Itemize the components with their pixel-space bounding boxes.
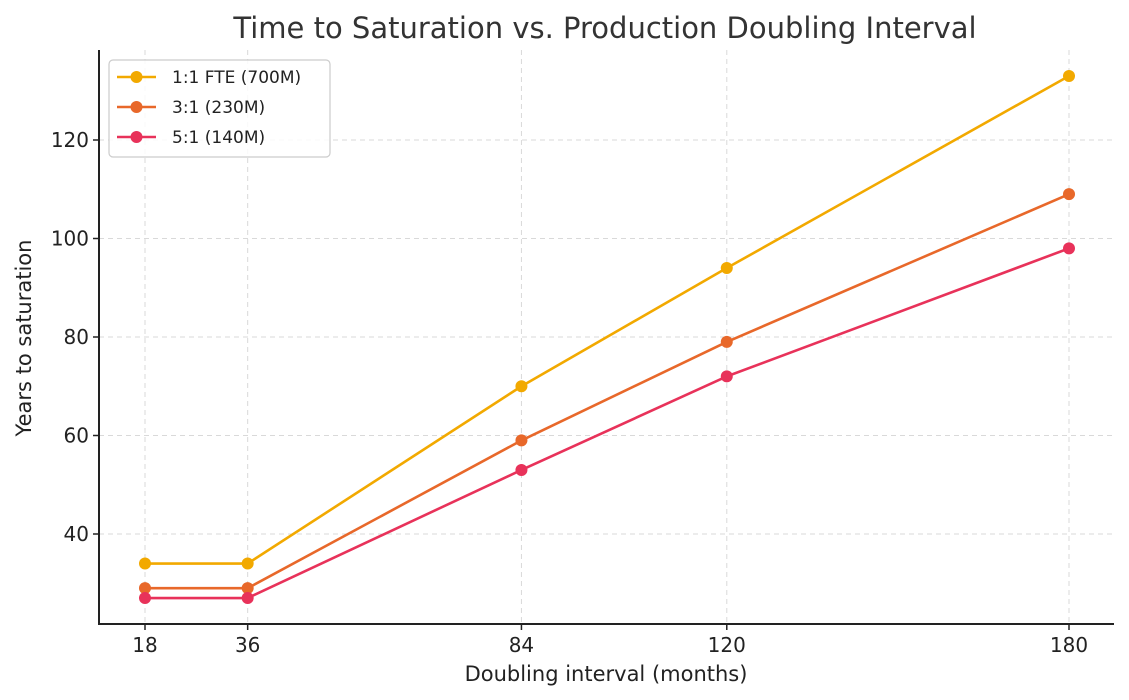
data-point [241, 592, 254, 605]
y-tick-label: 120 [51, 128, 89, 152]
x-tick-label: 36 [235, 633, 260, 657]
data-point [515, 463, 528, 476]
data-point [720, 335, 733, 348]
legend-item: 5:1 (140M) [117, 128, 265, 148]
data-point [720, 262, 733, 275]
y-tick-label: 40 [64, 522, 89, 546]
data-point [515, 434, 528, 447]
data-point [139, 592, 151, 605]
data-point [1063, 188, 1075, 201]
y-axis-title: Years to saturation [12, 240, 36, 438]
series-line [145, 192, 1070, 590]
data-point [241, 582, 254, 595]
legend-frame [108, 59, 331, 158]
x-tick-label: 18 [132, 633, 157, 657]
legend-swatch-marker [130, 71, 143, 83]
x-axis-title: Doubling interval (months) [465, 662, 748, 686]
x-tick-label: 120 [708, 633, 746, 657]
data-point [515, 380, 528, 393]
series-3-1-230m- [139, 188, 1075, 595]
series-5-1-140m- [139, 242, 1075, 605]
y-tick-label: 80 [64, 325, 89, 349]
x-tick-label: 180 [1050, 633, 1088, 657]
y-tick-label: 100 [51, 227, 89, 251]
legend-swatch-marker [130, 131, 143, 143]
chart-title: Time to Saturation vs. Production Doubli… [232, 11, 976, 45]
legend-label: 3:1 (230M) [172, 98, 265, 118]
data-point [720, 370, 733, 383]
data-point [241, 557, 254, 570]
data-point [1063, 242, 1075, 255]
ticks: 18 36 84 120 180 40 60 80 100 120 [51, 128, 1088, 657]
legend-swatch-marker [130, 101, 143, 113]
y-tick-label: 60 [64, 424, 89, 448]
series-layer [139, 69, 1075, 605]
legend-item: 3:1 (230M) [117, 98, 265, 118]
legend: 1:1 FTE (700M) 3:1 (230M) 5:1 (140M) [108, 59, 331, 158]
legend-item: 1:1 FTE (700M) [117, 68, 301, 88]
x-tick-label: 84 [509, 633, 534, 657]
legend-label: 5:1 (140M) [172, 128, 265, 148]
legend-label: 1:1 FTE (700M) [172, 68, 301, 88]
data-point [139, 557, 151, 570]
data-point [139, 582, 151, 595]
series-line [145, 247, 1070, 600]
data-point [1063, 69, 1075, 82]
series-1-1-fte-700m- [139, 69, 1075, 570]
